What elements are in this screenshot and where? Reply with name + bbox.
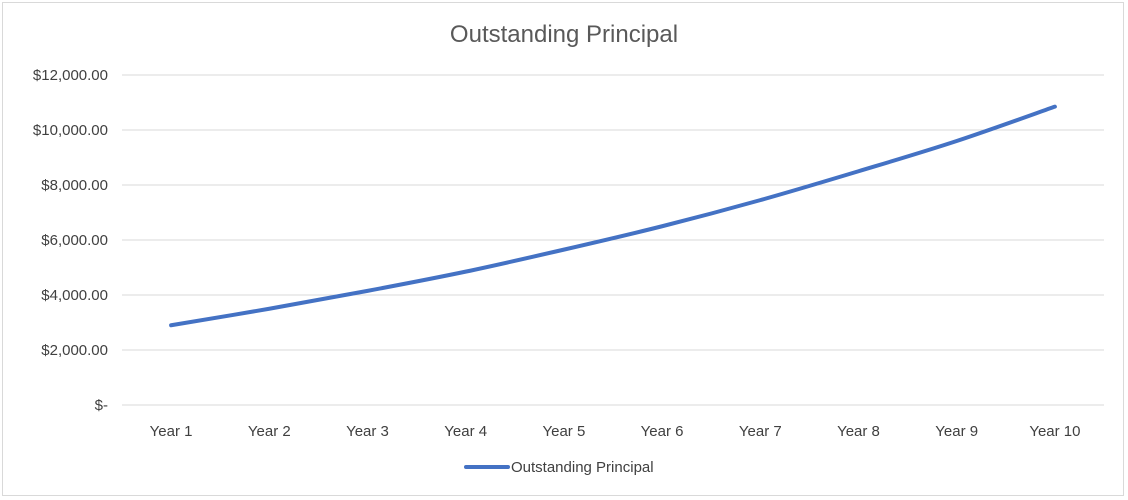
- x-tick-label: Year 3: [346, 423, 389, 440]
- y-tick-label: $-: [95, 397, 108, 414]
- x-tick-label: Year 10: [1029, 423, 1080, 440]
- y-tick-label: $12,000.00: [33, 67, 108, 84]
- x-tick-label: Year 7: [739, 423, 782, 440]
- legend-label: Outstanding Principal: [511, 459, 654, 476]
- x-tick-label: Year 4: [444, 423, 487, 440]
- series-group: [169, 104, 1057, 328]
- legend: Outstanding Principal: [464, 459, 654, 476]
- x-tick-label: Year 6: [641, 423, 684, 440]
- x-tick-label: Year 8: [837, 423, 880, 440]
- x-tick-label: Year 1: [150, 423, 193, 440]
- y-tick-label: $8,000.00: [41, 177, 108, 194]
- x-tick-label: Year 9: [935, 423, 978, 440]
- y-tick-label: $10,000.00: [33, 122, 108, 139]
- series-line-outstanding-principal: [169, 104, 1057, 328]
- x-axis-tick-labels: Year 1 Year 2 Year 3 Year 4 Year 5 Year 6 Year…: [150, 423, 1081, 440]
- y-tick-label: $4,000.00: [41, 287, 108, 304]
- y-axis-tick-labels: $- $2,000.00 $4,000.00 $6,000.00 $8,000.00 $1…: [33, 67, 108, 414]
- x-tick-label: Year 2: [248, 423, 291, 440]
- gridlines: [122, 74, 1104, 406]
- y-tick-label: $6,000.00: [41, 232, 108, 249]
- x-tick-label: Year 5: [542, 423, 585, 440]
- chart-title: Outstanding Principal: [450, 21, 678, 48]
- y-tick-label: $2,000.00: [41, 342, 108, 359]
